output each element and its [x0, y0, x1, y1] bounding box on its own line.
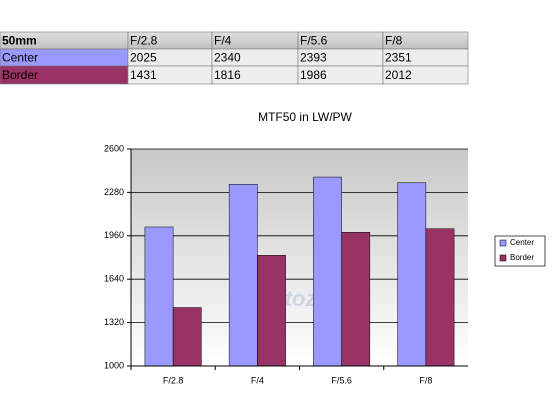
cell-text: 2012	[385, 68, 412, 82]
bar	[313, 176, 342, 367]
cell-text: 2351	[385, 51, 412, 65]
bar	[228, 184, 258, 367]
x-tick-label: F/8	[419, 375, 432, 385]
table-cell	[382, 65, 469, 85]
bar	[341, 232, 371, 367]
cell-text: F/2.8	[130, 34, 158, 48]
cell-text: F/4	[214, 34, 232, 48]
cell-text: 1986	[300, 68, 327, 82]
cell-text: 2340	[214, 51, 241, 65]
legend-swatch	[499, 254, 507, 262]
cell-text: 50mm	[2, 34, 37, 48]
cell-text: F/8	[385, 34, 403, 48]
cell-text: Center	[2, 51, 38, 65]
y-tick-label: 1960	[104, 230, 124, 240]
cell-text: 1431	[130, 68, 157, 82]
x-tick-label: F/4	[251, 375, 264, 385]
cell-text: Border	[2, 68, 38, 82]
legend-swatch	[499, 239, 507, 247]
y-tick-label: 1000	[104, 360, 124, 370]
legend-label: Border	[510, 253, 534, 262]
cell-text: 2025	[130, 51, 157, 65]
bar	[144, 226, 174, 367]
table: 50mm F/2.8 F/4 F/5.6 F/8 Center 2025 2340 2393 23…	[0, 31, 469, 85]
cell-text: 1816	[214, 68, 241, 82]
y-tick-label: 1320	[104, 317, 124, 327]
x-tick-label: F/2.8	[163, 375, 184, 385]
bar	[257, 255, 286, 367]
legend-label: Center	[510, 238, 534, 247]
y-tick-label: 2280	[104, 187, 124, 197]
cell-text: 2393	[300, 51, 327, 65]
cell-text: F/5.6	[300, 34, 328, 48]
y-tick-label: 1640	[104, 274, 124, 284]
bar	[425, 228, 455, 367]
bar	[397, 182, 427, 367]
chart-title: MTF50 in LW/PW	[258, 110, 352, 124]
bar	[172, 307, 202, 367]
x-tick-label: F/5.6	[331, 375, 352, 385]
y-tick-label: 2600	[104, 143, 124, 153]
